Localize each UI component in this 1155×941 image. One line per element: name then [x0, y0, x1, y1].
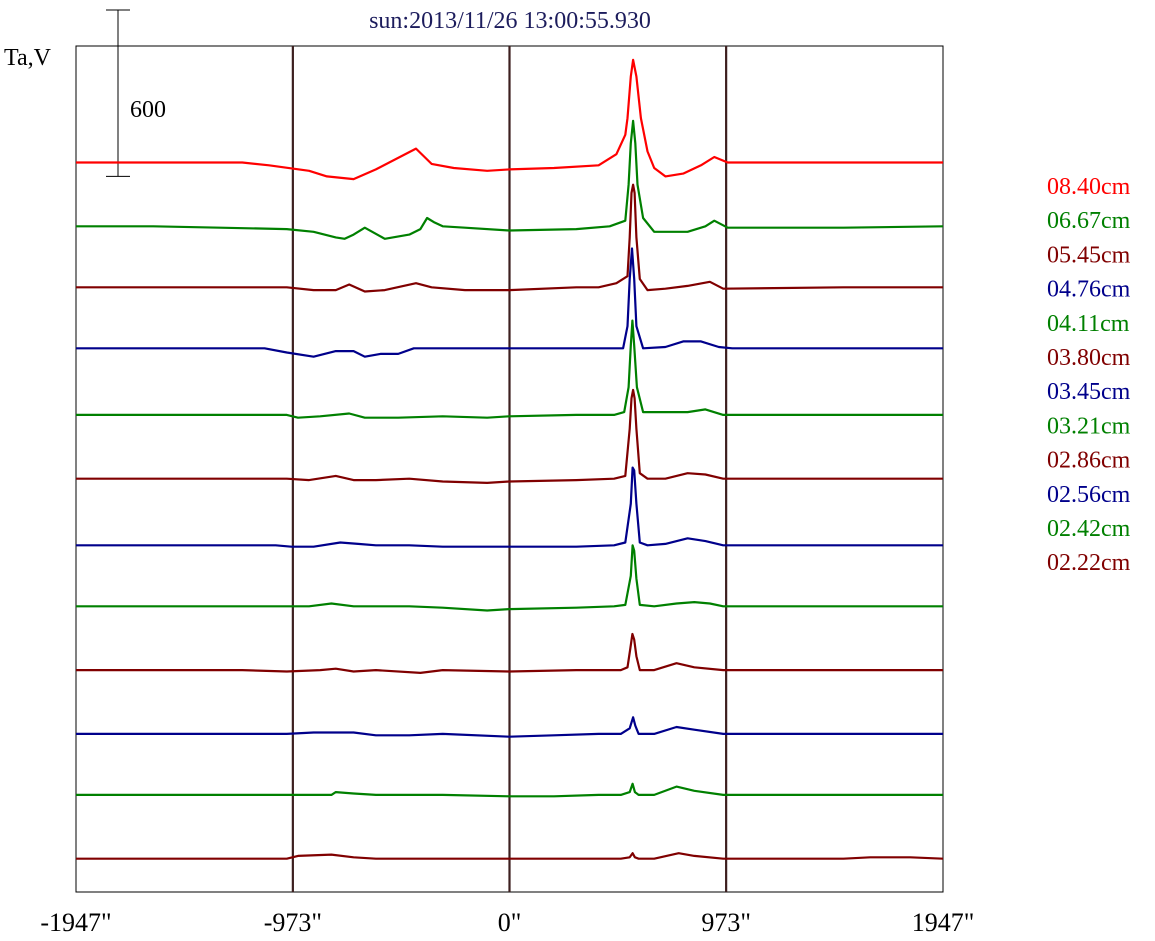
legend-item: 02.56cm: [1047, 482, 1131, 508]
x-tick-labels: -1947" -973" 0" 973" 1947": [40, 908, 974, 937]
x-tick-label: -1947": [40, 908, 111, 937]
legend-item: 03.45cm: [1047, 379, 1131, 405]
legend-item: 04.11cm: [1047, 311, 1130, 337]
legend-item: 02.22cm: [1047, 550, 1131, 576]
series-line-05.45cm: [76, 183, 943, 293]
series-line-02.42cm: [76, 782, 943, 798]
scale-bar: 600: [106, 9, 166, 177]
series-line-02.86cm: [76, 632, 943, 675]
y-axis-label: Ta,V: [4, 45, 52, 71]
legend-item: 05.45cm: [1047, 242, 1131, 268]
legend-item: 02.42cm: [1047, 516, 1131, 542]
series-line-02.22cm: [76, 852, 944, 860]
series-lines: [76, 58, 944, 860]
series-line-08.40cm: [76, 58, 943, 181]
vertical-markers: [291, 46, 728, 892]
series-line-06.67cm: [76, 119, 944, 240]
series-line-02.56cm: [76, 716, 943, 738]
series-line-04.76cm: [76, 247, 943, 358]
legend-item: 03.21cm: [1047, 413, 1131, 439]
x-tick-label: 0": [498, 908, 522, 937]
series-line-04.11cm: [76, 319, 943, 419]
x-tick-label: 1947": [912, 908, 975, 937]
series-line-03.45cm: [76, 466, 943, 548]
legend-item: 08.40cm: [1047, 174, 1131, 200]
legend: 08.40cm 06.67cm 05.45cm 04.76cm 04.11cm 03.80…: [1047, 174, 1131, 576]
x-tick-label: 973": [701, 908, 751, 937]
legend-item: 03.80cm: [1047, 345, 1131, 371]
series-line-03.80cm: [76, 388, 943, 484]
scale-bar-label: 600: [130, 97, 166, 123]
x-tick-label: -973": [264, 908, 322, 937]
legend-item: 02.86cm: [1047, 448, 1131, 474]
legend-item: 04.76cm: [1047, 277, 1131, 303]
legend-item: 06.67cm: [1047, 208, 1131, 234]
series-line-03.21cm: [76, 544, 943, 612]
chart-title: sun:2013/11/26 13:00:55.930: [369, 8, 651, 34]
